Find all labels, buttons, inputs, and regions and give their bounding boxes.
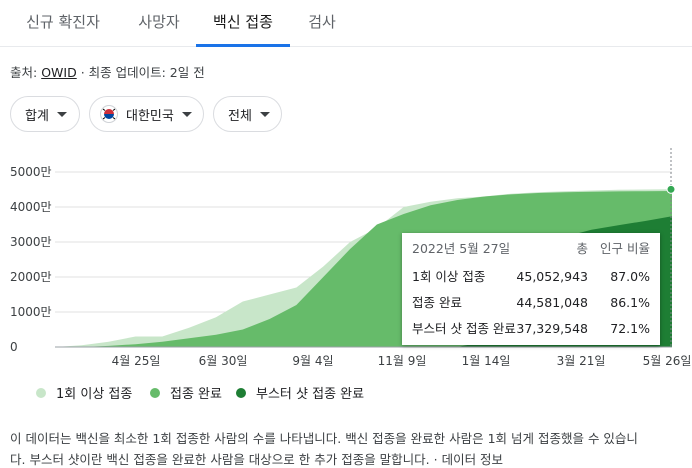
- data-note: 이 데이터는 백신을 최소한 1회 접종한 사람의 수를 나타냅니다. 백신 접…: [10, 431, 638, 446]
- y-tick-label: 0: [10, 340, 18, 354]
- legend-item-first-dose[interactable]: 1회 이상 접종: [36, 383, 132, 402]
- chevron-down-icon: [181, 111, 192, 117]
- data-note-continued: 다. 부스터 샷이란 백신 접종을 완료한 사람을 대상으로 한 추가 접종을 …: [10, 452, 504, 467]
- hover-marker: [666, 184, 676, 194]
- tooltip-row-label: 부스터 샷 접종 완료: [412, 321, 516, 336]
- x-tick-label: 11월 9일: [378, 354, 427, 368]
- country-dropdown[interactable]: 대한민국: [89, 96, 204, 132]
- tooltip-row-ratio: 86.1%: [610, 295, 650, 310]
- chart-tooltip: 2022년 5월 27일 총 인구 비율 1회 이상 접종 45,052,943…: [402, 233, 660, 345]
- chevron-down-icon: [259, 111, 270, 117]
- tooltip-row: 접종 완료 44,581,048 86.1%: [412, 293, 652, 313]
- x-tick-label: 6월 30일: [199, 354, 248, 368]
- x-tick-label: 4월 25일: [112, 354, 161, 368]
- x-tick-label: 5월 26일: [643, 354, 692, 368]
- tab-bar: 신규 확진자 사망자 백신 접종 검사: [0, 0, 692, 47]
- source-line: 출처: OWID · 최종 업데이트: 2일 전: [10, 62, 205, 81]
- tooltip-row-ratio: 72.1%: [610, 321, 650, 336]
- y-tick-label: 3000만: [10, 235, 52, 249]
- tooltip-col-total: 총: [576, 241, 588, 256]
- y-tick-label: 4000만: [10, 200, 52, 214]
- chevron-down-icon: [56, 111, 67, 117]
- tooltip-row-label: 접종 완료: [412, 295, 462, 310]
- range-dropdown[interactable]: 전체: [213, 96, 282, 132]
- tooltip-row: 부스터 샷 접종 완료 37,329,548 72.1%: [412, 319, 652, 339]
- tooltip-row-label: 1회 이상 접종: [412, 269, 486, 284]
- legend-swatch: [36, 387, 46, 398]
- tooltip-row-total: 45,052,943: [516, 269, 588, 284]
- tab-deaths[interactable]: 사망자: [138, 13, 180, 31]
- tooltip-col-ratio: 인구 비율: [600, 241, 650, 256]
- legend-label: 접종 완료: [170, 387, 222, 402]
- tooltip-header: 2022년 5월 27일 총 인구 비율: [412, 239, 652, 259]
- tooltip-row-total: 37,329,548: [516, 321, 588, 336]
- y-tick-label: 5000만: [10, 165, 52, 179]
- korea-flag-icon: [100, 105, 118, 123]
- country-label: 대한민국: [126, 108, 174, 124]
- x-tick-label: 9월 4일: [292, 354, 333, 368]
- measure-dropdown[interactable]: 합계: [10, 96, 80, 132]
- y-tick-label: 1000만: [10, 305, 52, 319]
- legend-swatch: [150, 387, 160, 398]
- source-prefix: 출처:: [10, 65, 38, 80]
- measure-label: 합계: [25, 108, 49, 124]
- tooltip-row-ratio: 87.0%: [610, 269, 650, 284]
- tooltip-date: 2022년 5월 27일: [412, 241, 511, 256]
- legend-label: 1회 이상 접종: [56, 387, 133, 402]
- legend-item-fully-vaccinated[interactable]: 접종 완료: [150, 383, 222, 402]
- y-tick-label: 2000만: [10, 270, 52, 284]
- tooltip-row-total: 44,581,048: [516, 295, 588, 310]
- legend-swatch: [236, 387, 246, 398]
- tab-new-cases[interactable]: 신규 확진자: [26, 13, 100, 31]
- tab-vaccinations[interactable]: 백신 접종: [196, 0, 290, 47]
- legend-label: 부스터 샷 접종 완료: [256, 387, 365, 402]
- legend-item-booster[interactable]: 부스터 샷 접종 완료: [236, 383, 364, 402]
- tooltip-row: 1회 이상 접종 45,052,943 87.0%: [412, 267, 652, 287]
- x-tick-label: 3월 21일: [557, 354, 606, 368]
- update-info: · 최종 업데이트: 2일 전: [80, 65, 205, 80]
- tab-tests[interactable]: 검사: [308, 13, 336, 31]
- source-link[interactable]: OWID: [41, 65, 77, 80]
- range-label: 전체: [228, 108, 252, 124]
- x-tick-label: 1월 14일: [462, 354, 511, 368]
